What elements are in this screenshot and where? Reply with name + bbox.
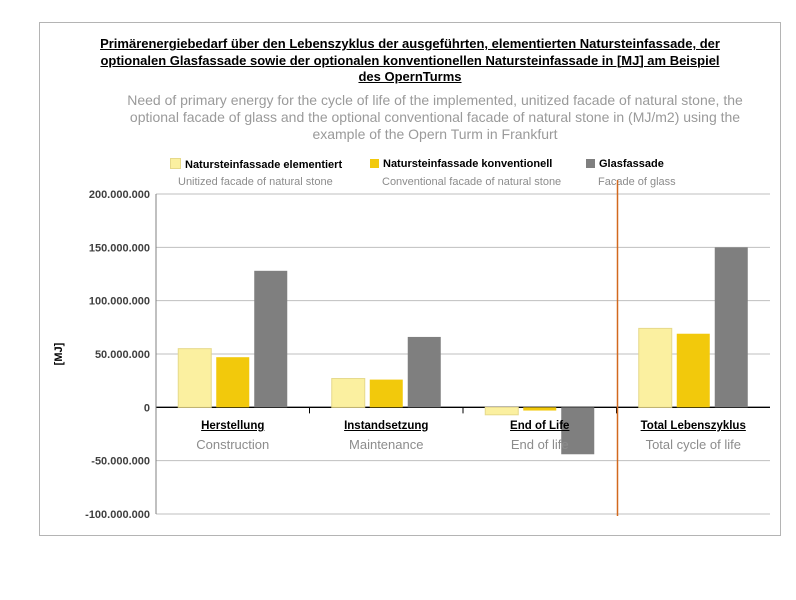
chart-title-english: Need of primary energy for the cycle of … (127, 92, 743, 142)
category-label: Total Lebenszyklus (640, 420, 746, 432)
bar (676, 333, 710, 408)
category-label-english: End of life (510, 437, 569, 452)
category-label: Instandsetzung (344, 420, 429, 432)
chart-title-german: Primärenergiebedarf über den Lebenszyklu… (100, 36, 720, 84)
legend-swatch-conventional (370, 159, 379, 168)
chart-frame (39, 22, 781, 536)
y-tick-label: 0 (144, 402, 150, 414)
bar (484, 406, 519, 416)
legend-label-conventional: Natursteinfassade konventionell (383, 158, 553, 170)
y-axis-label: [MJ] (53, 342, 65, 365)
y-tick-label: -50.000.000 (91, 456, 150, 468)
category-label: Herstellung (201, 420, 265, 432)
legend-item-glass: Glasfassade (586, 158, 664, 170)
legend-sub-conventional: Conventional facade of natural stone (382, 176, 562, 188)
bar (254, 270, 288, 408)
bar (638, 327, 673, 408)
legend-sub-unitized: Unitized facade of natural stone (178, 176, 333, 188)
legend-label-unitized: Natursteinfassade elementiert (185, 159, 343, 171)
y-tick-label: 50.000.000 (95, 349, 150, 361)
bar (561, 407, 595, 455)
legend-swatch-glass (586, 159, 595, 168)
y-tick-label: 150.000.000 (89, 242, 150, 254)
category-label-english: Total cycle of life (645, 437, 741, 452)
bar (714, 247, 748, 408)
bar (177, 348, 212, 408)
category-label: End of Life (510, 420, 570, 432)
category-label-english: Construction (196, 437, 270, 452)
bar (331, 378, 366, 408)
y-tick-label: -100.000.000 (85, 509, 150, 521)
legend-swatch-unitized (170, 158, 181, 169)
category-label-english: Maintenance (349, 437, 424, 452)
y-tick-label: 200.000.000 (89, 189, 150, 201)
legend-item-unitized: Natursteinfassade elementiert (170, 158, 342, 171)
legend-item-conventional: Natursteinfassade konventionell (370, 158, 552, 170)
bar (523, 407, 557, 411)
bar (369, 379, 403, 408)
bar (407, 336, 441, 408)
y-tick-label: 100.000.000 (89, 296, 150, 308)
legend-label-glass: Glasfassade (599, 158, 664, 170)
bar (216, 357, 250, 408)
